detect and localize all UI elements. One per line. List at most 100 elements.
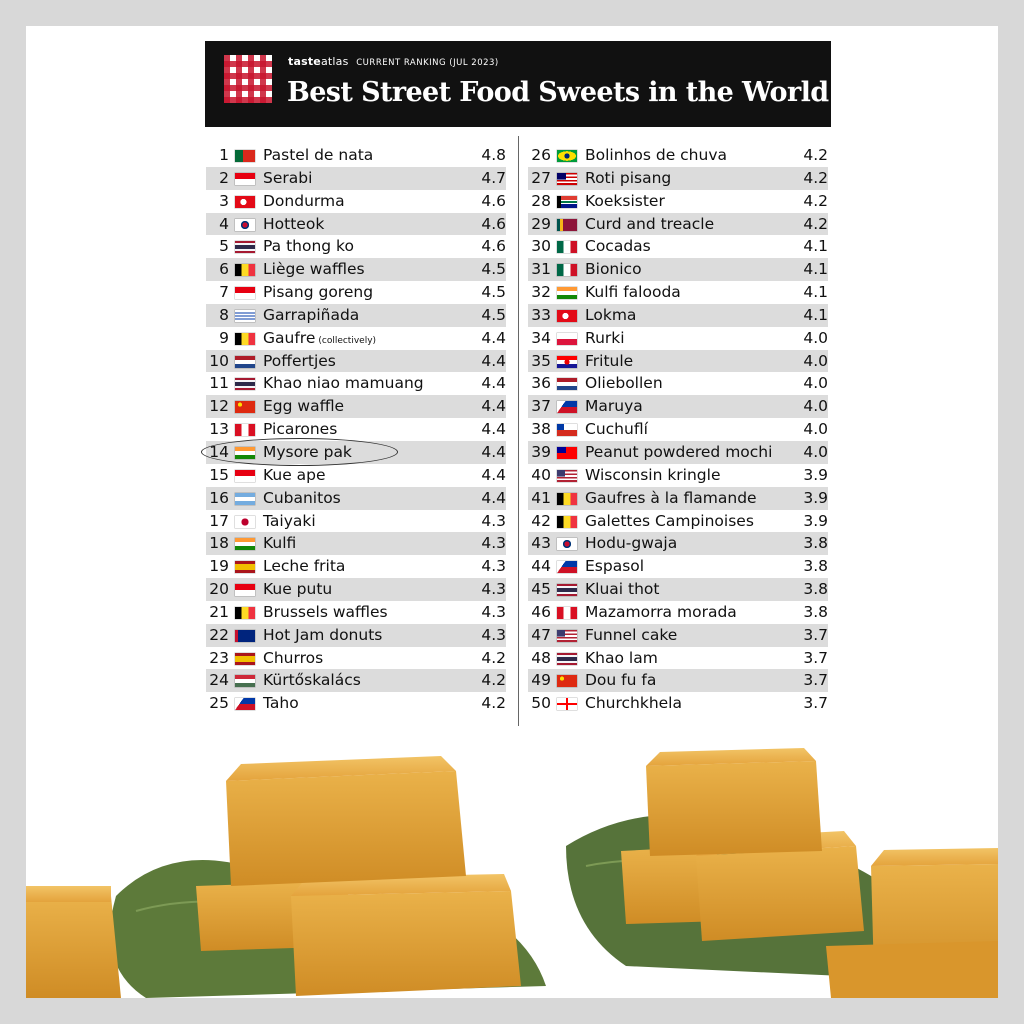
rating-score: 4.5 (481, 283, 506, 302)
ranking-row-19: 19 Leche frita 4.3 (206, 555, 506, 578)
rating-score: 4.4 (481, 397, 506, 416)
rating-score: 4.3 (481, 602, 506, 621)
rank-number: 38 (531, 420, 551, 439)
ranking-row-4: 4 Hotteok 4.6 (206, 212, 506, 236)
rank-number: 18 (209, 534, 229, 553)
indonesia-flag-icon (235, 172, 255, 185)
dish-name-text: Pa thong ko (263, 237, 354, 256)
ranking-row-23: 23 Churros 4.2 (206, 647, 506, 670)
ranking-row-8: 8 Garrapiñada 4.5 (206, 303, 506, 327)
dish-name-text: Churchkhela (585, 694, 682, 713)
philippines-flag-icon (557, 401, 577, 414)
dish-name-text: Egg waffle (263, 397, 345, 416)
rating-score: 4.2 (803, 168, 828, 187)
ranking-row-36: 36 Oliebollen 4.0 (528, 372, 828, 395)
dish-name: Peanut powdered mochi (585, 441, 772, 464)
philippines-flag-icon (235, 698, 255, 711)
south-korea-flag-icon (235, 218, 255, 231)
rating-score: 4.1 (803, 283, 828, 302)
hungary-flag-icon (235, 675, 255, 688)
ranking-row-2: 2 Serabi 4.7 (206, 166, 506, 190)
netherlands-flag-icon (235, 355, 255, 368)
rating-score: 4.0 (803, 442, 828, 461)
turkey-flag-icon (235, 195, 255, 208)
rank-number: 27 (531, 168, 551, 187)
tablecloth-logo-icon (224, 55, 272, 103)
ranking-row-30: 30 Cocadas 4.1 (528, 235, 828, 258)
rating-score: 4.2 (803, 214, 828, 233)
ranking-list-left: 1 Pastel de nata 4.8 2 Serabi 4.7 3 Dondurma 4.6… (206, 144, 506, 715)
rank-number: 4 (219, 214, 229, 233)
dish-name: Khao niao mamuang (263, 372, 424, 395)
ranking-row-6: 6 Liège waffles 4.5 (206, 258, 506, 282)
dish-name-text: Cuchuflí (585, 420, 648, 439)
rating-score: 4.1 (803, 260, 828, 279)
ranking-row-9: 9 Gaufre (collectively) 4.4 (206, 327, 506, 350)
dish-name: Picarones (263, 418, 337, 441)
indonesia-flag-icon (235, 584, 255, 597)
dish-name: Churchkhela (585, 692, 682, 715)
ranking-row-18: 18 Kulfi 4.3 (206, 532, 506, 556)
ranking-row-49: 49 Dou fu fa 3.7 (528, 669, 828, 693)
ranking-row-50: 50 Churchkhela 3.7 (528, 692, 828, 715)
chile-flag-icon (557, 424, 577, 437)
rank-number: 15 (209, 465, 229, 484)
dish-name: Bionico (585, 258, 642, 281)
ranking-row-10: 10 Poffertjes 4.4 (206, 349, 506, 373)
rank-number: 42 (531, 511, 551, 530)
rank-number: 32 (531, 283, 551, 302)
ranking-date: CURRENT RANKING (JUL 2023) (356, 58, 499, 68)
uruguay-flag-icon (235, 309, 255, 322)
dish-name-text: Liège waffles (263, 260, 365, 279)
indonesia-flag-icon (235, 287, 255, 300)
ranking-row-37: 37 Maruya 4.0 (528, 395, 828, 419)
rating-score: 4.2 (481, 694, 506, 713)
rank-number: 31 (531, 260, 551, 279)
column-divider (518, 136, 519, 726)
ranking-row-48: 48 Khao lam 3.7 (528, 647, 828, 670)
dish-name-text: Gaufre (263, 328, 316, 347)
dish-name: Kue ape (263, 464, 326, 487)
spain-flag-icon (235, 561, 255, 574)
dish-name: Funnel cake (585, 624, 677, 647)
dish-name-text: Taho (263, 694, 299, 713)
belgium-flag-icon (235, 606, 255, 619)
dish-name-text: Brussels waffles (263, 602, 388, 621)
rank-number: 1 (219, 146, 229, 164)
thailand-flag-icon (235, 241, 255, 254)
dish-name: Pastel de nata (263, 144, 373, 167)
dish-name-text: Roti pisang (585, 168, 672, 187)
rating-score: 4.3 (481, 625, 506, 644)
dish-name-text: Serabi (263, 168, 313, 187)
ranking-row-29: 29 Curd and treacle 4.2 (528, 212, 828, 236)
highlight-circle (201, 438, 398, 466)
rank-number: 50 (531, 694, 551, 713)
dish-name: Kluai thot (585, 578, 660, 601)
dish-name: Espasol (585, 555, 644, 578)
rank-number: 44 (531, 557, 551, 576)
ranking-row-43: 43 Hodu-gwaja 3.8 (528, 532, 828, 556)
dish-name: Rurki (585, 327, 625, 350)
dish-name-text: Peanut powdered mochi (585, 442, 773, 461)
ranking-row-26: 26 Bolinhos de chuva 4.2 (528, 144, 828, 167)
rank-number: 49 (531, 671, 551, 690)
dish-name: Mazamorra morada (585, 601, 737, 624)
dish-name: Kue putu (263, 578, 332, 601)
rank-number: 25 (209, 694, 229, 713)
dish-name: Galettes Campinoises (585, 510, 754, 533)
ranking-row-28: 28 Koeksister 4.2 (528, 190, 828, 213)
rank-number: 41 (531, 488, 551, 507)
ranking-row-24: 24 Kürtőskalács 4.2 (206, 669, 506, 693)
rating-score: 4.3 (481, 511, 506, 530)
ranking-row-46: 46 Mazamorra morada 3.8 (528, 601, 828, 624)
ranking-row-1: 1 Pastel de nata 4.8 (206, 144, 506, 167)
ranking-row-17: 17 Taiyaki 4.3 (206, 510, 506, 533)
rank-number: 35 (531, 351, 551, 370)
dish-name-text: Hot Jam donuts (263, 625, 383, 644)
dish-name-text: Cubanitos (263, 488, 341, 507)
rating-score: 4.5 (481, 260, 506, 279)
rank-number: 29 (531, 214, 551, 233)
brand-name: tasteatlas (288, 55, 349, 68)
australia-flag-icon (235, 629, 255, 642)
ranking-row-16: 16 Cubanitos 4.4 (206, 486, 506, 510)
